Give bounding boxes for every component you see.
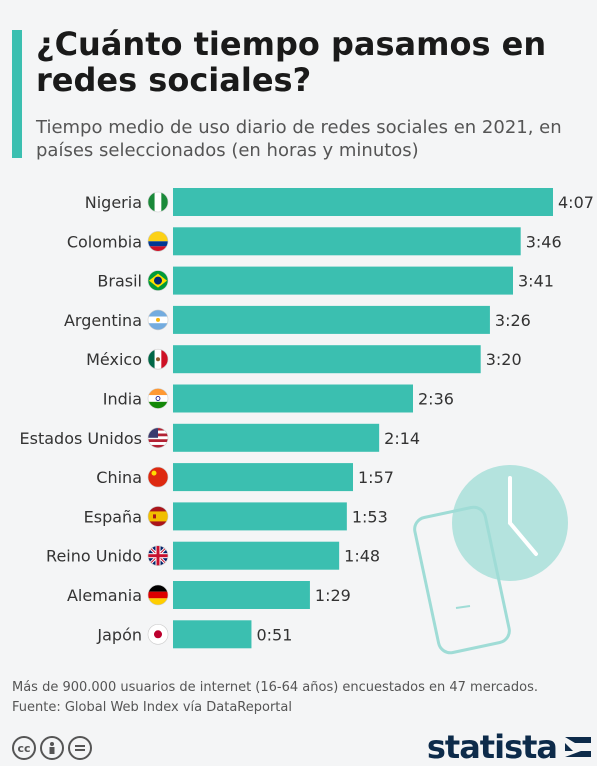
argentina-flag-icon (147, 309, 169, 331)
bar (173, 581, 310, 609)
category-label: Argentina (64, 311, 142, 330)
chart-footnote: Más de 900.000 usuarios de internet (16-… (12, 678, 592, 718)
title-accent-bar (12, 30, 22, 158)
colombia-flag-icon (147, 230, 169, 252)
japan-flag-icon (147, 623, 169, 645)
page-subtitle: Tiempo medio de uso diario de redes soci… (36, 117, 562, 161)
china-flag-icon (147, 466, 169, 488)
india-flag-icon (147, 388, 169, 409)
bar (173, 502, 347, 531)
value-label: 1:57 (358, 468, 394, 487)
bar (173, 266, 513, 295)
bar (173, 463, 353, 492)
bar-row-colombia: Colombia 3:46 (67, 227, 562, 256)
bar-row-estados-unidos: Estados Unidos 2:14 (20, 423, 420, 452)
bar-row-nigeria: Nigeria 4:07 (85, 188, 594, 216)
bar-row-mexico: México 3:20 (86, 345, 522, 374)
bar-row-reino-unido: Reino Unido 1:48 (46, 541, 380, 570)
value-label: 3:41 (518, 272, 554, 291)
bar-row-brasil: Brasil 3:41 (97, 266, 554, 295)
bar-chart: Nigeria 4:07 Colombia 3:46 Brasil 3:41 Argenti… (20, 188, 594, 655)
category-label: Alemania (67, 586, 142, 605)
nigeria-flag-icon (147, 191, 169, 213)
value-label: 1:48 (344, 547, 380, 566)
value-label: 2:14 (384, 429, 420, 448)
value-label: 3:20 (486, 350, 522, 369)
bar (173, 541, 340, 570)
brazil-flag-icon (147, 270, 169, 291)
bar (173, 620, 252, 649)
bar (173, 227, 521, 256)
source-note: Fuente: Global Web Index vía DataReporta… (12, 700, 292, 715)
bar-row-china: China 1:57 (96, 463, 394, 492)
category-label: Colombia (67, 232, 142, 251)
spain-flag-icon (147, 506, 169, 527)
value-label: 4:07 (558, 193, 594, 212)
cc-icon[interactable]: cc (12, 736, 36, 760)
bar-row-espana: España 1:53 (84, 502, 388, 531)
attribution-icon[interactable] (40, 736, 64, 760)
category-label: Brasil (97, 272, 142, 291)
mexico-flag-icon (147, 348, 169, 370)
survey-note: Más de 900.000 usuarios de internet (16-… (12, 680, 538, 695)
bar (173, 305, 490, 334)
category-label: México (86, 350, 142, 369)
category-label: Nigeria (85, 193, 142, 212)
bar-row-argentina: Argentina 3:26 (64, 305, 531, 334)
category-label: Japón (96, 625, 142, 644)
smartphone-icon (413, 505, 511, 655)
bar (173, 188, 553, 216)
category-label: Reino Unido (46, 547, 142, 566)
statista-logo[interactable]: statista (427, 728, 593, 766)
category-label: España (84, 507, 142, 526)
license-icons: cc (12, 736, 92, 762)
category-label: China (96, 468, 142, 487)
value-label: 3:46 (526, 232, 562, 251)
bar (173, 423, 380, 452)
value-label: 1:53 (352, 507, 388, 526)
category-label: India (103, 390, 142, 409)
value-label: 3:26 (495, 311, 531, 330)
clock-icon (452, 465, 568, 581)
usa-flag-icon (147, 427, 169, 449)
bar-row-japon: Japón 0:51 (96, 620, 292, 649)
bar-row-india: India 2:36 (103, 384, 454, 413)
value-label: 2:36 (418, 390, 454, 409)
brand-name: statista (426, 728, 558, 766)
bar (173, 345, 481, 374)
statista-logo-icon (565, 737, 591, 757)
bar (173, 384, 413, 413)
value-label: 0:51 (256, 625, 292, 644)
category-label: Estados Unidos (20, 429, 142, 448)
no-derivatives-icon[interactable] (68, 736, 92, 760)
page-title: ¿Cuánto tiempo pasamos en redes sociales… (36, 25, 547, 99)
uk-flag-icon (147, 545, 169, 567)
germany-flag-icon (147, 584, 169, 606)
value-label: 1:29 (315, 586, 351, 605)
bar-row-alemania: Alemania 1:29 (67, 581, 351, 609)
